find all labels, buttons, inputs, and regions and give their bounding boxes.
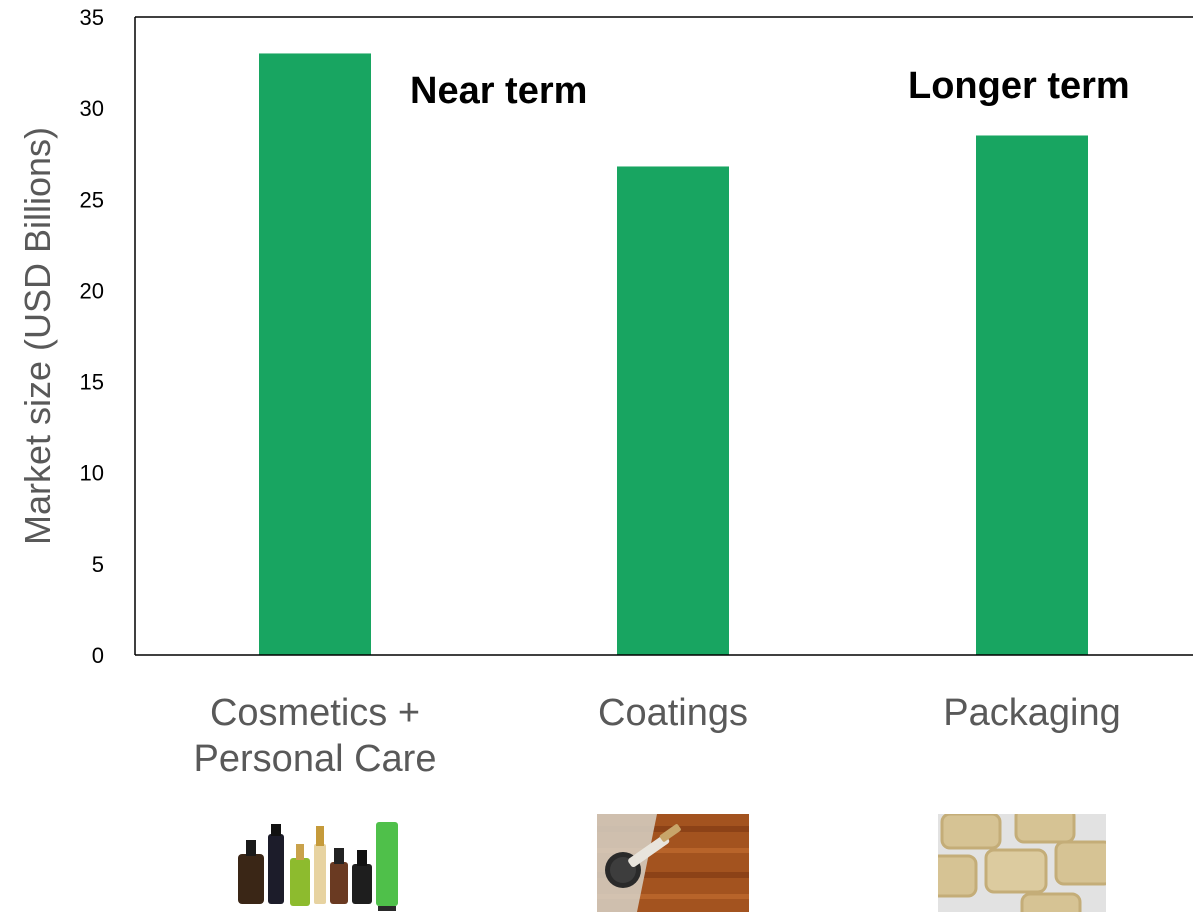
- y-tick-label: 5: [92, 552, 104, 577]
- y-tick-label: 10: [80, 461, 104, 486]
- category-label-packaging: Packaging: [943, 692, 1121, 734]
- molded-pulp-trays-image: [938, 814, 1106, 912]
- category-label-cosmetics: Cosmetics + Personal Care: [193, 692, 437, 780]
- y-axis-label: Market size (USD Billions): [17, 126, 58, 546]
- y-tick-label: 30: [80, 96, 104, 121]
- bar-coatings: [617, 166, 729, 655]
- category-label-coatings: Coatings: [598, 692, 748, 734]
- cosmetics-products-image: [226, 814, 412, 912]
- y-tick-label: 0: [92, 643, 104, 668]
- annotation-longer-term: Longer term: [908, 65, 1130, 107]
- y-tick-label: 35: [80, 5, 104, 30]
- paint-brush-wood-image: [597, 814, 749, 912]
- bar-cosmetics: [259, 53, 371, 655]
- bar-packaging: [976, 135, 1088, 655]
- y-tick-label: 25: [80, 187, 104, 212]
- y-tick-label: 20: [80, 278, 104, 303]
- annotation-near-term: Near term: [410, 70, 588, 112]
- y-tick-label: 15: [80, 370, 104, 395]
